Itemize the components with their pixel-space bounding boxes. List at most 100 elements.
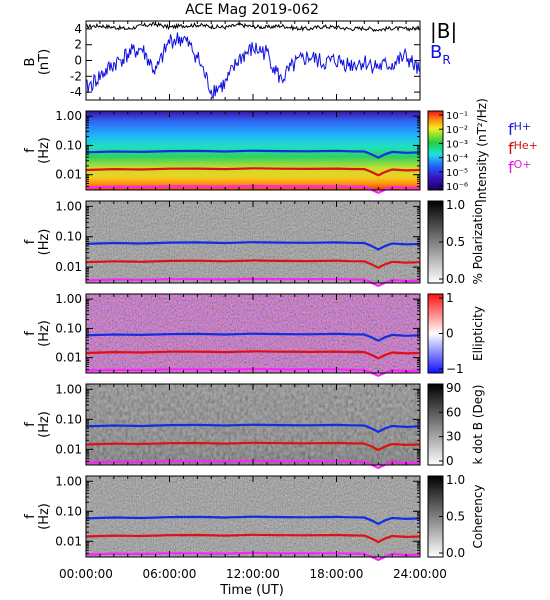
- colorbar: [427, 383, 444, 466]
- legend-f-sub: H+: [514, 120, 532, 133]
- b-y-tick-label: 4: [74, 22, 82, 36]
- legend-f-main: f: [508, 158, 514, 177]
- freq-tick-label: 1.00: [55, 199, 82, 213]
- gyrofreq-line-o: [85, 459, 421, 470]
- freq-tick-label: 0.01: [55, 534, 82, 548]
- freq-tick-label: 1.00: [55, 292, 82, 306]
- colorbar-label: % Polarization: [471, 200, 485, 285]
- legend-f-sub: He+: [514, 139, 538, 152]
- panel-polarization: 1.00 0.10 0.01 f (Hz) 1.0 0.5 0.0 % Polarization: [23, 198, 485, 288]
- colorbar-tick-label: 10⁻²: [446, 125, 468, 136]
- b-y-tick-label: -2: [70, 69, 82, 83]
- gyrofreq-line-he: [85, 533, 421, 544]
- figure-title: ACE Mag 2019-062: [185, 2, 319, 18]
- x-tick-label: 24:00:00: [393, 567, 447, 581]
- panel-ellipticity: 1.00 0.10 0.01 f (Hz) 1 0 −1 Ellipticity: [23, 291, 485, 378]
- gyrofreq-line-h: [85, 423, 421, 434]
- b-y-ticks: 4 2 0-2 -4: [70, 21, 421, 100]
- freq-tick-label: 0.10: [55, 230, 82, 244]
- colorbar-tick-label: 90: [446, 381, 461, 395]
- legend-f-main: f: [508, 120, 514, 139]
- colorbar-tick-label: 10⁻³: [446, 139, 468, 150]
- freq-tick-label: 0.01: [55, 168, 82, 182]
- gyrofreq-line-he: [85, 259, 421, 270]
- panel-k-dot-b: 1.00 0.10 0.01 f (Hz) 90 60 30 0 k dot B (Deg): [23, 381, 485, 470]
- colorbar: [427, 110, 444, 191]
- legend-b-r-sub: R: [442, 53, 450, 67]
- colorbar-tick-label: 0.0: [446, 272, 465, 286]
- gyrofreq-line-h: [85, 515, 421, 526]
- colorbar-tick-label: 10⁻⁴: [446, 154, 468, 165]
- freq-tick-label: 1.00: [55, 109, 82, 123]
- legend-b-r-main: B: [430, 42, 442, 63]
- freq-tick-label: 0.01: [55, 260, 82, 274]
- gyrofreq-line-h: [85, 241, 421, 251]
- freq-tick-label: 1.00: [55, 474, 82, 488]
- x-tick-label: 12:00:00: [226, 567, 280, 581]
- legend-f-oplus: fO+: [508, 158, 532, 177]
- colorbar-tick-label: 0.0: [446, 546, 465, 560]
- colorbar-tick-label: 0.5: [446, 235, 465, 249]
- freq-yunit: (Hz): [37, 503, 52, 530]
- legend-f-heplus: fHe+: [508, 139, 538, 158]
- freq-tick-label: 0.10: [55, 412, 82, 426]
- colorbar-tick-label: 0: [446, 454, 454, 468]
- freq-ylabel: f: [23, 331, 38, 336]
- colorbar-tick-label: 10⁻⁶: [446, 182, 468, 193]
- freq-tick-label: 0.10: [55, 138, 82, 152]
- legend-f-main: f: [508, 139, 514, 158]
- colorbar-tick-label: 60: [446, 405, 461, 419]
- b-ylabel: B: [23, 58, 38, 67]
- freq-tick-label: 0.10: [55, 321, 82, 335]
- panel-intensity: 1.00 0.10 0.01 f (Hz) 10⁻¹ 10⁻² 10⁻³ 10⁻⁴ 10⁻⁵ 10⁻…: [23, 98, 489, 203]
- x-axis: 00:00:00 06:00:00 12:00:00 18:00:00 24:00:00: [59, 567, 447, 581]
- gyrofreq-line-h: [85, 332, 421, 342]
- freq-ylabel: f: [23, 514, 38, 519]
- legend-b-total: |B|: [430, 19, 457, 43]
- freq-tick-label: 0.01: [55, 351, 82, 365]
- colorbar-tick-label: 1.0: [446, 473, 465, 487]
- colorbar-tick-label: 0: [446, 327, 454, 341]
- freq-tick-label: 1.00: [55, 382, 82, 396]
- freq-tick-label: 0.01: [55, 442, 82, 456]
- gyrofreq-line-he: [85, 167, 421, 177]
- colorbar-label: Ellipticity: [471, 306, 485, 361]
- freq-ylabel: f: [23, 148, 38, 153]
- colorbar-label: Intensity (nT²/Hz): [475, 98, 489, 203]
- colorbar-tick-label: 30: [446, 430, 461, 444]
- b-y-tick-label: 0: [74, 54, 82, 68]
- freq-tick-label: 0.10: [55, 504, 82, 518]
- spectral-panels: 1.000.100.01f (Hz)10⁻¹10⁻²10⁻³10⁻⁴10⁻⁵10⁻…: [23, 98, 489, 562]
- gyrofreq-line-o: [85, 184, 421, 195]
- gyrofreq-line-o: [85, 277, 421, 288]
- freq-yunit: (Hz): [37, 137, 52, 164]
- x-tick-label: 00:00:00: [59, 567, 113, 581]
- colorbar-label: k dot B (Deg): [471, 385, 485, 465]
- legend-b-r: BR: [430, 42, 451, 67]
- freq-ylabel: f: [23, 239, 38, 244]
- f-legend: fH+fHe+fO+: [508, 120, 538, 177]
- freq-ylabel: f: [23, 422, 38, 427]
- b-field-panel: 420-2-4 B (nT) |B| BR: [23, 19, 457, 101]
- b-r-line: [85, 32, 421, 100]
- colorbar-tick-label: 1: [446, 291, 454, 305]
- colorbar-tick-label: 10⁻¹: [446, 111, 468, 122]
- b-yunit: (nT): [37, 49, 52, 75]
- colorbar-label: Coherency: [471, 484, 485, 548]
- colorbar-tick-label: 0.5: [446, 510, 465, 524]
- b-y-tick-label: 2: [74, 38, 82, 52]
- gyrofreq-line-o: [85, 551, 421, 562]
- gyrofreq-line-he: [85, 441, 421, 452]
- freq-yunit: (Hz): [37, 411, 52, 438]
- freq-yunit: (Hz): [37, 229, 52, 256]
- b-y-tick-label: -4: [70, 85, 82, 99]
- panel-coherency: 1.00 0.10 0.01 f (Hz) 1.0 0.5 0.0 Coherency: [23, 473, 485, 562]
- gyrofreq-line-o: [85, 367, 421, 378]
- x-axis-label: Time (UT): [219, 583, 284, 598]
- gyrofreq-line-h: [85, 149, 421, 159]
- gyrofreq-line-he: [85, 350, 421, 360]
- freq-yunit: (Hz): [37, 320, 52, 347]
- x-tick-label: 06:00:00: [143, 567, 197, 581]
- colorbar-tick-label: −1: [446, 362, 464, 376]
